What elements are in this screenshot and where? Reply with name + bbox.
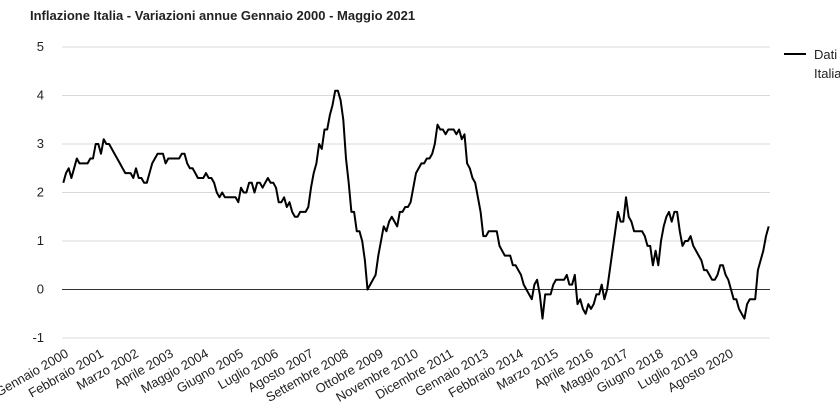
chart-title: Inflazione Italia - Variazioni annue Gen… <box>30 8 416 23</box>
y-tick-label: -1 <box>32 330 44 345</box>
y-tick-label: 0 <box>37 282 44 297</box>
gridlines <box>62 46 770 339</box>
series-lines <box>62 89 770 320</box>
legend-label: Italia <box>814 66 840 81</box>
series-line-dati-italia <box>62 89 770 320</box>
y-tick-label: 1 <box>37 233 44 248</box>
legend-label: Dati <box>814 47 837 62</box>
legend: Dati Italia <box>784 47 840 81</box>
y-tick-label: 3 <box>37 136 44 151</box>
y-axis-labels: -1 0 1 2 3 4 5 <box>32 39 44 345</box>
y-tick-label: 2 <box>37 185 44 200</box>
y-tick-label: 5 <box>37 39 44 54</box>
y-tick-label: 4 <box>37 88 44 103</box>
